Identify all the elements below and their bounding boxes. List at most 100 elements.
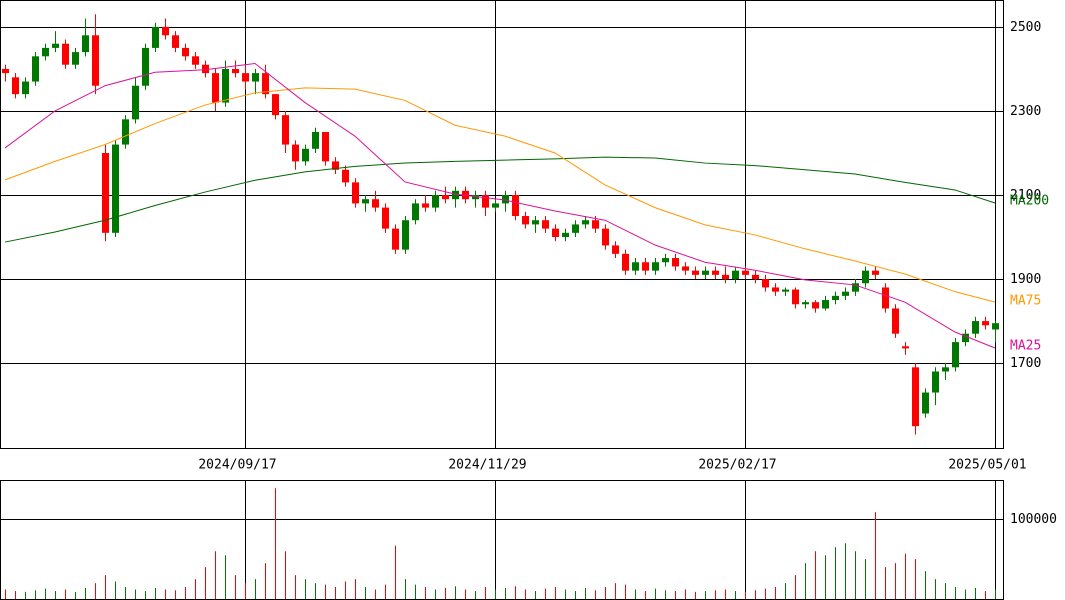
candle-body	[52, 43, 59, 48]
candle-body	[142, 47, 149, 86]
candle-body	[442, 195, 449, 200]
candle-body	[252, 73, 259, 82]
candle-body	[422, 203, 429, 208]
candle-body	[872, 270, 879, 275]
candle-body	[322, 131, 329, 162]
candle-body	[402, 220, 409, 250]
candle-body	[492, 203, 499, 208]
candle-body	[172, 35, 179, 48]
candle-body	[452, 190, 459, 200]
candle-body	[42, 47, 49, 57]
candle-body	[932, 371, 939, 393]
candle-body	[262, 73, 269, 95]
y-tick-label: 1900	[1010, 272, 1041, 287]
candle-body	[782, 289, 789, 292]
candle-body	[592, 220, 599, 229]
candle-body	[772, 287, 779, 292]
y-tick-label: 2100	[1010, 188, 1041, 203]
candle-body	[352, 182, 359, 204]
candle-body	[412, 203, 419, 221]
candle-body	[642, 262, 649, 271]
candle-body	[662, 258, 669, 263]
candle-body	[272, 94, 279, 116]
candle-body	[742, 270, 749, 275]
candle-body	[342, 169, 349, 183]
candle-body	[212, 73, 219, 103]
candle-body	[812, 302, 819, 309]
moving-average-line	[4, 62, 996, 349]
candle-body	[612, 245, 619, 254]
candle-body	[432, 195, 439, 208]
candle-body	[132, 85, 139, 120]
candle-body	[372, 199, 379, 208]
candle-body	[312, 131, 319, 149]
candle-body	[232, 68, 239, 74]
legend-label: MA200	[1010, 194, 1049, 209]
candle-body	[392, 228, 399, 250]
candle-body	[22, 81, 29, 95]
candle-body	[902, 346, 909, 349]
candle-body	[632, 262, 639, 271]
volume-panel	[0, 480, 1004, 600]
y-tick-label: 1700	[1010, 356, 1041, 371]
candle-body	[672, 258, 679, 267]
candle-body	[362, 199, 369, 204]
candle-body	[822, 300, 829, 309]
candle-body	[762, 279, 769, 288]
candle-body	[622, 253, 629, 271]
y-tick-label: 100000	[1010, 512, 1057, 527]
candle-body	[732, 270, 739, 280]
candle-body	[222, 68, 229, 103]
candle-body	[982, 321, 989, 326]
candle-body	[12, 77, 19, 95]
candle-body	[292, 144, 299, 162]
candle-body	[382, 207, 389, 229]
candle-body	[572, 224, 579, 233]
candle-body	[192, 56, 199, 65]
candle-body	[992, 323, 999, 330]
candle-body	[962, 333, 969, 343]
moving-average-line	[4, 156, 996, 243]
candle-body	[102, 152, 109, 233]
candle-body	[112, 144, 119, 233]
candle-body	[522, 216, 529, 225]
candle-body	[502, 195, 509, 204]
candle-body	[922, 392, 929, 414]
candle-body	[652, 262, 659, 271]
candle-body	[332, 161, 339, 170]
candle-body	[862, 270, 869, 284]
candle-body	[722, 274, 729, 280]
candle-body	[202, 64, 209, 74]
candle-body	[182, 47, 189, 57]
candle-body	[682, 266, 689, 271]
candle-body	[512, 195, 519, 217]
candle-body	[582, 220, 589, 225]
candle-body	[542, 220, 549, 229]
candle-body	[242, 73, 249, 82]
candle-body	[942, 367, 949, 372]
candle-body	[832, 295, 839, 301]
candle-body	[842, 291, 849, 296]
candle-body	[162, 26, 169, 36]
candle-body	[282, 115, 289, 145]
candle-body	[602, 228, 609, 246]
legend-label: MA25	[1010, 339, 1041, 354]
candle-body	[752, 274, 759, 280]
y-tick-label: 2500	[1010, 20, 1041, 35]
candle-body	[482, 195, 489, 208]
candle-body	[882, 287, 889, 309]
x-tick-label: 2024/09/17	[198, 458, 276, 473]
candle-body	[802, 302, 809, 305]
legend-label: MA75	[1010, 294, 1041, 309]
candle-body	[852, 283, 859, 292]
candle-body	[562, 232, 569, 238]
x-tick-label: 2024/11/29	[448, 458, 526, 473]
candle-body	[692, 270, 699, 275]
candle-body	[82, 35, 89, 53]
candle-body	[32, 56, 39, 82]
candle-body	[72, 52, 79, 65]
candle-body	[532, 220, 539, 225]
candle-body	[712, 270, 719, 275]
candle-body	[792, 289, 799, 305]
